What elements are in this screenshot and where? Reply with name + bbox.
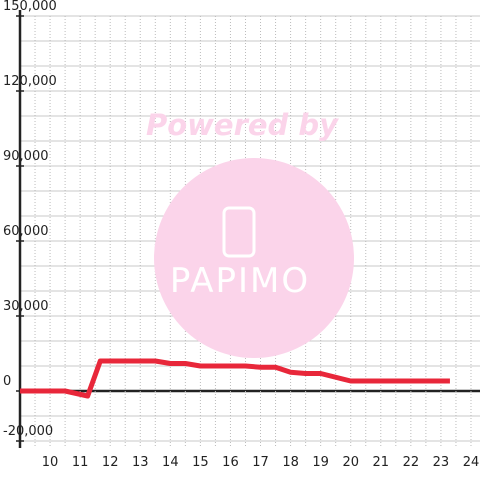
y-tick-label: 60,000	[3, 224, 49, 239]
x-tick-label: 11	[72, 455, 89, 470]
y-tick-label: 150,000	[3, 0, 57, 14]
y-tick-label: 0	[3, 374, 11, 389]
x-tick-label: 17	[252, 455, 269, 470]
watermark-icon	[222, 206, 256, 258]
x-tick-label: 13	[132, 455, 149, 470]
y-tick-label: -20,000	[3, 424, 53, 439]
watermark-circle	[154, 158, 354, 358]
y-tick-label: 90,000	[3, 149, 49, 164]
line-series	[20, 358, 450, 399]
x-tick-label: 16	[222, 455, 239, 470]
x-tick-label: 21	[373, 455, 390, 470]
x-tick-label: 18	[282, 455, 299, 470]
x-tick-label: 14	[162, 455, 179, 470]
x-tick-label: 22	[403, 455, 420, 470]
x-tick-label: 15	[192, 455, 209, 470]
x-tick-label: 19	[312, 455, 329, 470]
watermark: Powered by PAPIMO	[146, 108, 354, 358]
watermark-title: Powered by	[146, 108, 339, 142]
x-tick-label: 24	[463, 455, 480, 470]
x-tick-label: 10	[42, 455, 59, 470]
y-tick-label: 30,000	[3, 299, 49, 314]
y-tick-label: 120,000	[3, 74, 57, 89]
x-tick-label: 23	[433, 455, 450, 470]
x-tick-label: 12	[102, 455, 119, 470]
watermark-brand: PAPIMO	[170, 261, 310, 301]
x-tick-label: 20	[342, 455, 359, 470]
